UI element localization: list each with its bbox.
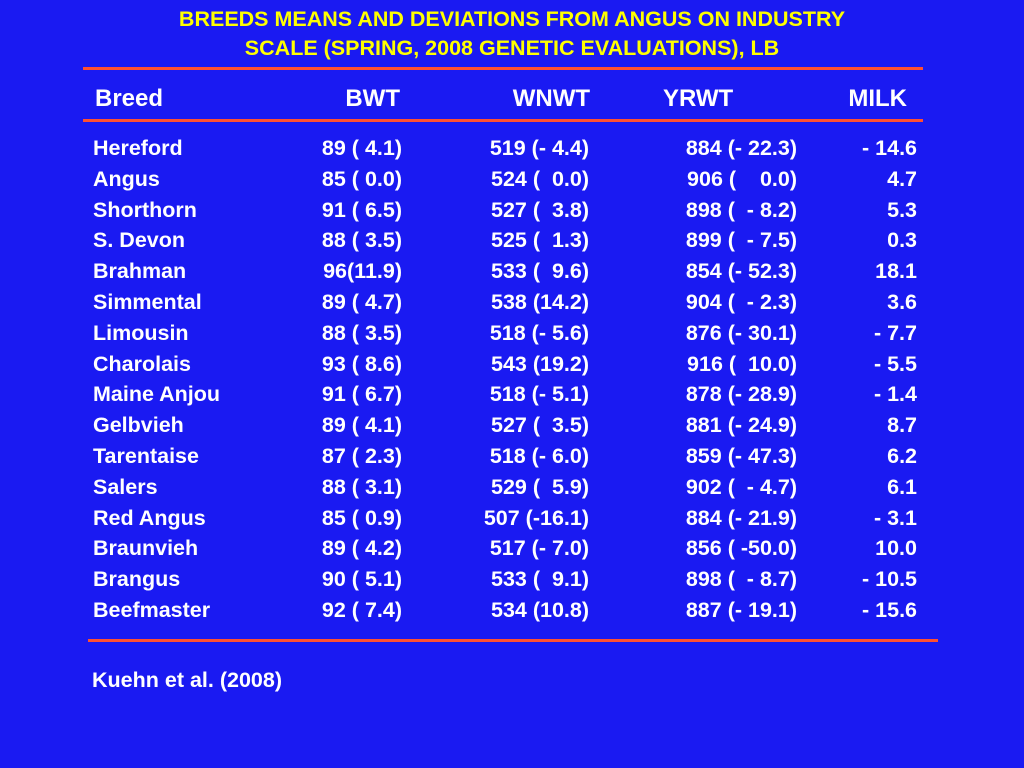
header-top-rule [83,67,923,70]
cell-bwt: 93 ( 8.6) [321,351,402,376]
cell-breed: Maine Anjou [93,382,221,407]
cell-milk: 3.6 [887,290,917,314]
cell-milk: 18.1 [875,259,917,284]
cell-yrwt: 899 ( - 7.5) [685,228,797,253]
cell-milk: 5.3 [887,197,917,222]
cell-yrwt: 904 ( - 2.3) [685,290,797,314]
cell-yrwt: 916 ( 10.0) [687,351,797,376]
cell-milk: - 3.1 [873,505,917,530]
slide-title: BREEDS MEANS AND DEVIATIONS FROM ANGUS O… [0,5,1024,63]
slide-title-line-1: BREEDS MEANS AND DEVIATIONS FROM ANGUS O… [178,7,846,31]
cell-breed: Tarentaise [93,444,199,468]
cell-wnwt: 533 ( 9.1) [491,567,589,592]
cell-yrwt: 906 ( 0.0) [687,166,797,191]
cell-breed: Braunvieh [93,536,199,561]
cell-milk: - 7.7 [873,320,917,345]
cell-bwt: 92 ( 7.4) [321,598,402,622]
cell-yrwt: 878 (- 28.9) [685,382,797,407]
cell-milk: 6.1 [887,474,917,499]
cell-milk: 6.2 [887,444,917,468]
cell-breed: Beefmaster [93,598,211,622]
cell-wnwt: 527 ( 3.8) [491,197,589,222]
cell-yrwt: 887 (- 19.1) [685,598,797,622]
cell-yrwt: 898 ( - 8.2) [685,197,797,222]
cell-breed: Red Angus [93,505,206,530]
cell-breed: S. Devon [93,228,185,253]
cell-yrwt: 884 (- 22.3) [685,136,797,160]
cell-bwt: 87 ( 2.3) [321,444,402,468]
cell-yrwt: 856 ( -50.0) [685,536,797,561]
cell-milk: - 15.6 [862,598,917,622]
cell-bwt: 88 ( 3.5) [321,320,402,345]
cell-wnwt: 533 ( 9.6) [491,259,589,284]
cell-milk: 0.3 [887,228,917,253]
cell-breed: Salers [93,474,158,499]
cell-yrwt: 884 (- 21.9) [685,505,797,530]
cell-breed: Hereford [93,136,183,160]
cell-breed: Simmental [93,290,202,314]
cell-milk: - 10.5 [862,567,917,592]
header-bottom-rule [83,119,923,122]
header-breed: Breed [95,85,164,112]
cell-wnwt: 518 (- 5.6) [489,320,589,345]
cell-yrwt: 902 ( - 4.7) [685,474,797,499]
cell-yrwt: 881 (- 24.9) [685,413,797,438]
slide-title-line-2: SCALE (SPRING, 2008 GENETIC EVALUATIONS)… [244,36,780,60]
cell-wnwt: 518 (- 6.0) [489,444,589,468]
citation: Kuehn et al. (2008) [92,668,282,692]
cell-milk: - 14.6 [862,136,917,160]
cell-milk: - 1.4 [873,382,917,407]
cell-breed: Brangus [93,567,181,592]
cell-breed: Charolais [93,351,191,376]
cell-yrwt: 876 (- 30.1) [685,320,797,345]
cell-bwt: 88 ( 3.5) [321,228,402,253]
cell-yrwt: 854 (- 52.3) [685,259,797,284]
cell-bwt: 91 ( 6.5) [321,197,402,222]
cell-bwt: 88 ( 3.1) [321,474,402,499]
cell-wnwt: 534 (10.8) [490,598,589,622]
cell-wnwt: 517 (- 7.0) [489,536,589,561]
cell-breed: Angus [93,166,160,191]
cell-bwt: 89 ( 4.1) [321,413,402,438]
cell-wnwt: 518 (- 5.1) [489,382,589,407]
cell-wnwt: 507 (-16.1) [483,505,589,530]
cell-milk: 8.7 [887,413,917,438]
header-wnwt: WNWT [512,85,590,112]
cell-bwt: 89 ( 4.7) [321,290,402,314]
cell-bwt: 90 ( 5.1) [321,567,402,592]
cell-wnwt: 519 (- 4.4) [489,136,589,160]
cell-wnwt: 524 ( 0.0) [491,166,589,191]
cell-milk: 10.0 [875,536,917,561]
cell-milk: 4.7 [887,166,917,191]
cell-bwt: 85 ( 0.9) [321,505,402,530]
cell-bwt: 91 ( 6.7) [321,382,402,407]
header-bwt: BWT [345,85,400,112]
header-yrwt: YRWT [663,85,734,112]
cell-breed: Limousin [93,320,189,345]
cell-wnwt: 525 ( 1.3) [491,228,589,253]
cell-breed: Shorthorn [93,197,197,222]
cell-bwt: 89 ( 4.1) [321,136,402,160]
cell-milk: - 5.5 [873,351,917,376]
cell-bwt: 96(11.9) [323,259,402,284]
cell-bwt: 89 ( 4.2) [321,536,402,561]
table-bottom-rule [88,639,938,642]
cell-wnwt: 543 (19.2) [490,351,589,376]
header-milk: MILK [848,85,907,112]
cell-wnwt: 529 ( 5.9) [491,474,589,499]
cell-yrwt: 898 ( - 8.7) [685,567,797,592]
cell-yrwt: 859 (- 47.3) [685,444,797,468]
cell-wnwt: 527 ( 3.5) [491,413,589,438]
cell-breed: Brahman [93,259,187,284]
cell-breed: Gelbvieh [93,413,184,438]
cell-bwt: 85 ( 0.0) [321,166,402,191]
cell-wnwt: 538 (14.2) [490,290,589,314]
